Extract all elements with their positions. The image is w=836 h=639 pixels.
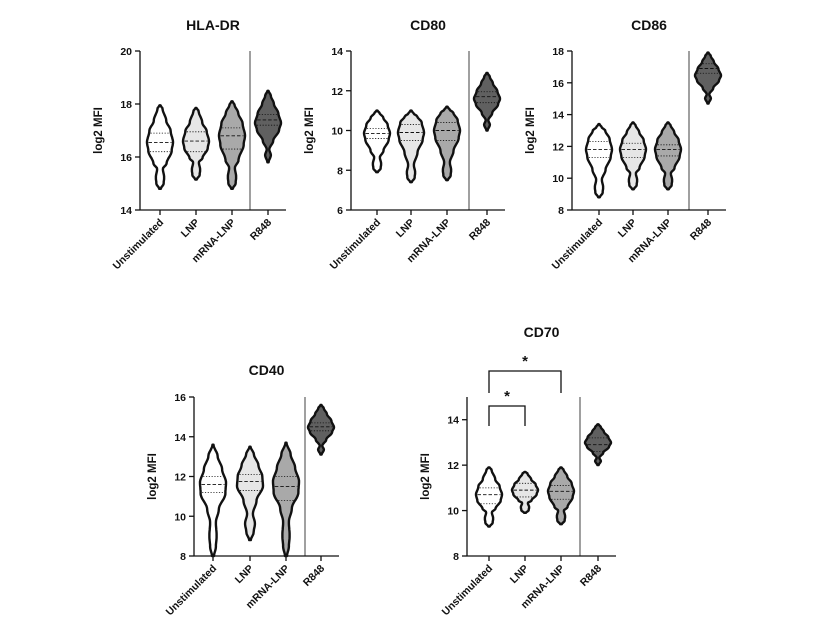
violin-hla-r848 [253, 89, 283, 164]
violin-hla-mrna-lnp [217, 100, 247, 190]
x-tick-label-cd70-r848: R848 [578, 563, 604, 589]
y-axis-label-hla: log2 MFI [93, 107, 105, 154]
y-tick-label-hla-14: 14 [120, 205, 132, 217]
violin-cd40-unstimulated [198, 443, 228, 558]
y-tick-label-cd86-16: 16 [552, 78, 564, 90]
x-tick-label-hla-lnp: LNP [179, 217, 202, 240]
y-tick-label-cd40-14: 14 [174, 432, 186, 444]
y-tick-label-cd40-8: 8 [180, 551, 186, 563]
x-tick-label-cd86-r848: R848 [688, 217, 714, 243]
significance-bracket-cd70-unstimulated-lnp [488, 405, 526, 426]
violin-hla-lnp [181, 106, 211, 181]
chart-title-cd40: CD40 [249, 362, 285, 378]
x-tick-label-cd80-unstimulated: Unstimulated [328, 217, 384, 273]
chart-title-hla: HLA-DR [186, 17, 240, 33]
y-tick-label-cd70-14: 14 [447, 415, 459, 427]
significance-label-cd70-mrna-lnp: * [522, 353, 528, 370]
violin-cd80-lnp [396, 109, 426, 184]
violin-cd70-unstimulated [474, 466, 504, 528]
x-tick-label-cd80-lnp: LNP [394, 217, 417, 240]
y-axis-label-cd40: log2 MFI [147, 453, 159, 500]
violin-cd80-unstimulated [362, 109, 392, 174]
x-tick-label-cd86-unstimulated: Unstimulated [550, 217, 606, 273]
violin-cd86-r848 [693, 51, 723, 105]
violin-cd86-unstimulated [584, 122, 614, 199]
violin-cd70-r848 [583, 423, 613, 467]
violin-cd86-lnp [618, 121, 648, 191]
chart-title-cd86: CD86 [631, 17, 667, 33]
x-tick-label-cd40-lnp: LNP [233, 563, 256, 586]
y-axis-label-cd80: log2 MFI [304, 107, 316, 154]
y-tick-label-cd80-12: 12 [331, 86, 343, 98]
violin-cd80-mrna-lnp [432, 105, 462, 182]
violin-cd40-lnp [235, 445, 265, 542]
y-tick-label-cd40-16: 16 [174, 392, 186, 404]
chart-title-cd70: CD70 [524, 324, 560, 340]
y-tick-label-cd70-10: 10 [447, 506, 459, 518]
x-tick-label-cd40-unstimulated: Unstimulated [164, 563, 220, 619]
violin-cd70-lnp [510, 470, 540, 514]
y-tick-label-hla-18: 18 [120, 99, 132, 111]
y-tick-label-cd80-6: 6 [337, 205, 343, 217]
x-tick-label-hla-unstimulated: Unstimulated [111, 217, 167, 273]
violin-hla-unstimulated [145, 104, 175, 190]
violin-cd40-r848 [306, 403, 336, 456]
y-axis-label-cd70: log2 MFI [420, 453, 432, 500]
y-tick-label-hla-16: 16 [120, 152, 132, 164]
y-tick-label-cd80-8: 8 [337, 165, 343, 177]
y-tick-label-cd40-10: 10 [174, 511, 186, 523]
y-tick-label-hla-20: 20 [120, 46, 132, 58]
violin-cd70-mrna-lnp [546, 466, 576, 526]
x-tick-label-cd86-lnp: LNP [616, 217, 639, 240]
violin-cd86-mrna-lnp [653, 121, 683, 191]
y-tick-label-cd86-12: 12 [552, 141, 564, 153]
y-tick-label-cd70-12: 12 [447, 460, 459, 472]
y-tick-label-cd40-12: 12 [174, 472, 186, 484]
y-tick-label-cd86-18: 18 [552, 46, 564, 58]
x-tick-label-cd70-lnp: LNP [508, 563, 531, 586]
x-tick-label-hla-r848: R848 [248, 217, 274, 243]
y-tick-label-cd80-10: 10 [331, 126, 343, 138]
y-tick-label-cd86-8: 8 [558, 205, 564, 217]
x-tick-label-cd40-r848: R848 [301, 563, 327, 589]
violin-cd40-mrna-lnp [271, 441, 301, 558]
significance-bracket-cd70-unstimulated-mrna-lnp [488, 370, 562, 393]
x-tick-label-cd80-r848: R848 [467, 217, 493, 243]
y-axis-label-cd86: log2 MFI [525, 107, 537, 154]
significance-label-cd70-lnp: * [504, 388, 510, 405]
y-tick-label-cd70-8: 8 [453, 551, 459, 563]
y-tick-label-cd86-10: 10 [552, 173, 564, 185]
y-tick-label-cd80-14: 14 [331, 46, 343, 58]
chart-title-cd80: CD80 [410, 17, 446, 33]
violin-cd80-r848 [472, 71, 502, 132]
x-tick-label-cd70-unstimulated: Unstimulated [440, 563, 496, 619]
y-tick-label-cd86-14: 14 [552, 110, 564, 122]
